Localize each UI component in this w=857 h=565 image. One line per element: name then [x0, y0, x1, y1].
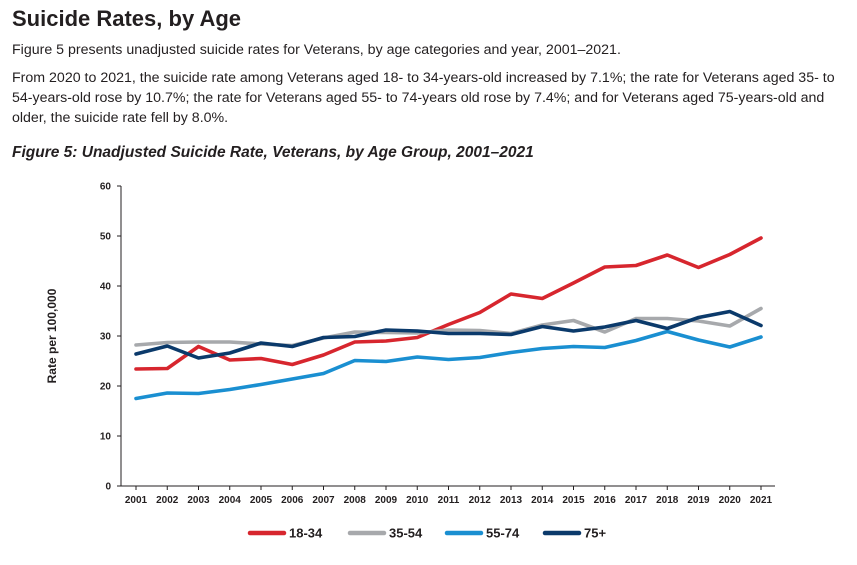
y-tick-label: 10 [100, 432, 112, 443]
series-line-55-74 [134, 329, 763, 401]
x-tick-label: 2005 [250, 495, 273, 506]
y-tick-label: 30 [100, 332, 112, 343]
x-tick-label: 2014 [531, 495, 554, 506]
figure-title: Figure 5: Unadjusted Suicide Rate, Veter… [12, 144, 534, 161]
y-tick-label: 50 [100, 232, 112, 243]
page-heading: Suicide Rates, by Age [12, 6, 242, 31]
x-tick-label: 2017 [625, 495, 648, 506]
x-tick-label: 2007 [312, 495, 335, 506]
y-axis-label: Rate per 100,000 [45, 288, 59, 383]
y-tick-label: 0 [105, 482, 111, 493]
series-line-75+ [134, 309, 763, 360]
legend-label-35-54: 35-54 [389, 526, 423, 541]
summary-paragraph: From 2020 to 2021, the suicide rate amon… [12, 70, 835, 126]
x-tick-label: 2004 [219, 495, 242, 506]
series-line-18-34 [134, 236, 763, 371]
x-tick-label: 2006 [281, 495, 304, 506]
x-tick-label: 2015 [562, 495, 585, 506]
x-tick-label: 2012 [469, 495, 492, 506]
x-tick-label: 2009 [375, 495, 398, 506]
x-tick-label: 2011 [438, 495, 460, 506]
chart-axes: 0 10 20 30 40 50 60 2001 2002 2003 2004 2005 2006 200… [45, 182, 775, 506]
x-tick-label: 2003 [187, 495, 210, 506]
x-tick-label: 2016 [594, 495, 617, 506]
x-tick-label: 2013 [500, 495, 523, 506]
x-tick-label: 2008 [344, 495, 367, 506]
y-tick-label: 40 [100, 282, 112, 293]
legend-label-18-34: 18-34 [289, 526, 323, 541]
legend-label-75+: 75+ [584, 526, 606, 541]
x-tick-label: 2018 [656, 495, 679, 506]
series-line-35-54 [134, 306, 763, 348]
legend-label-55-74: 55-74 [486, 526, 520, 541]
y-tick-label: 20 [100, 382, 112, 393]
x-tick-label: 2020 [719, 495, 742, 506]
y-tick-label: 60 [100, 182, 112, 193]
chart-series [134, 236, 763, 401]
chart-legend: 18-34 35-54 55-74 75+ [247, 526, 606, 541]
x-tick-label: 2001 [125, 495, 148, 506]
x-tick-label: 2019 [687, 495, 710, 506]
x-tick-label: 2010 [406, 495, 429, 506]
intro-paragraph: Figure 5 presents unadjusted suicide rat… [12, 42, 621, 58]
x-tick-label: 2021 [750, 495, 773, 506]
x-tick-label: 2002 [156, 495, 179, 506]
